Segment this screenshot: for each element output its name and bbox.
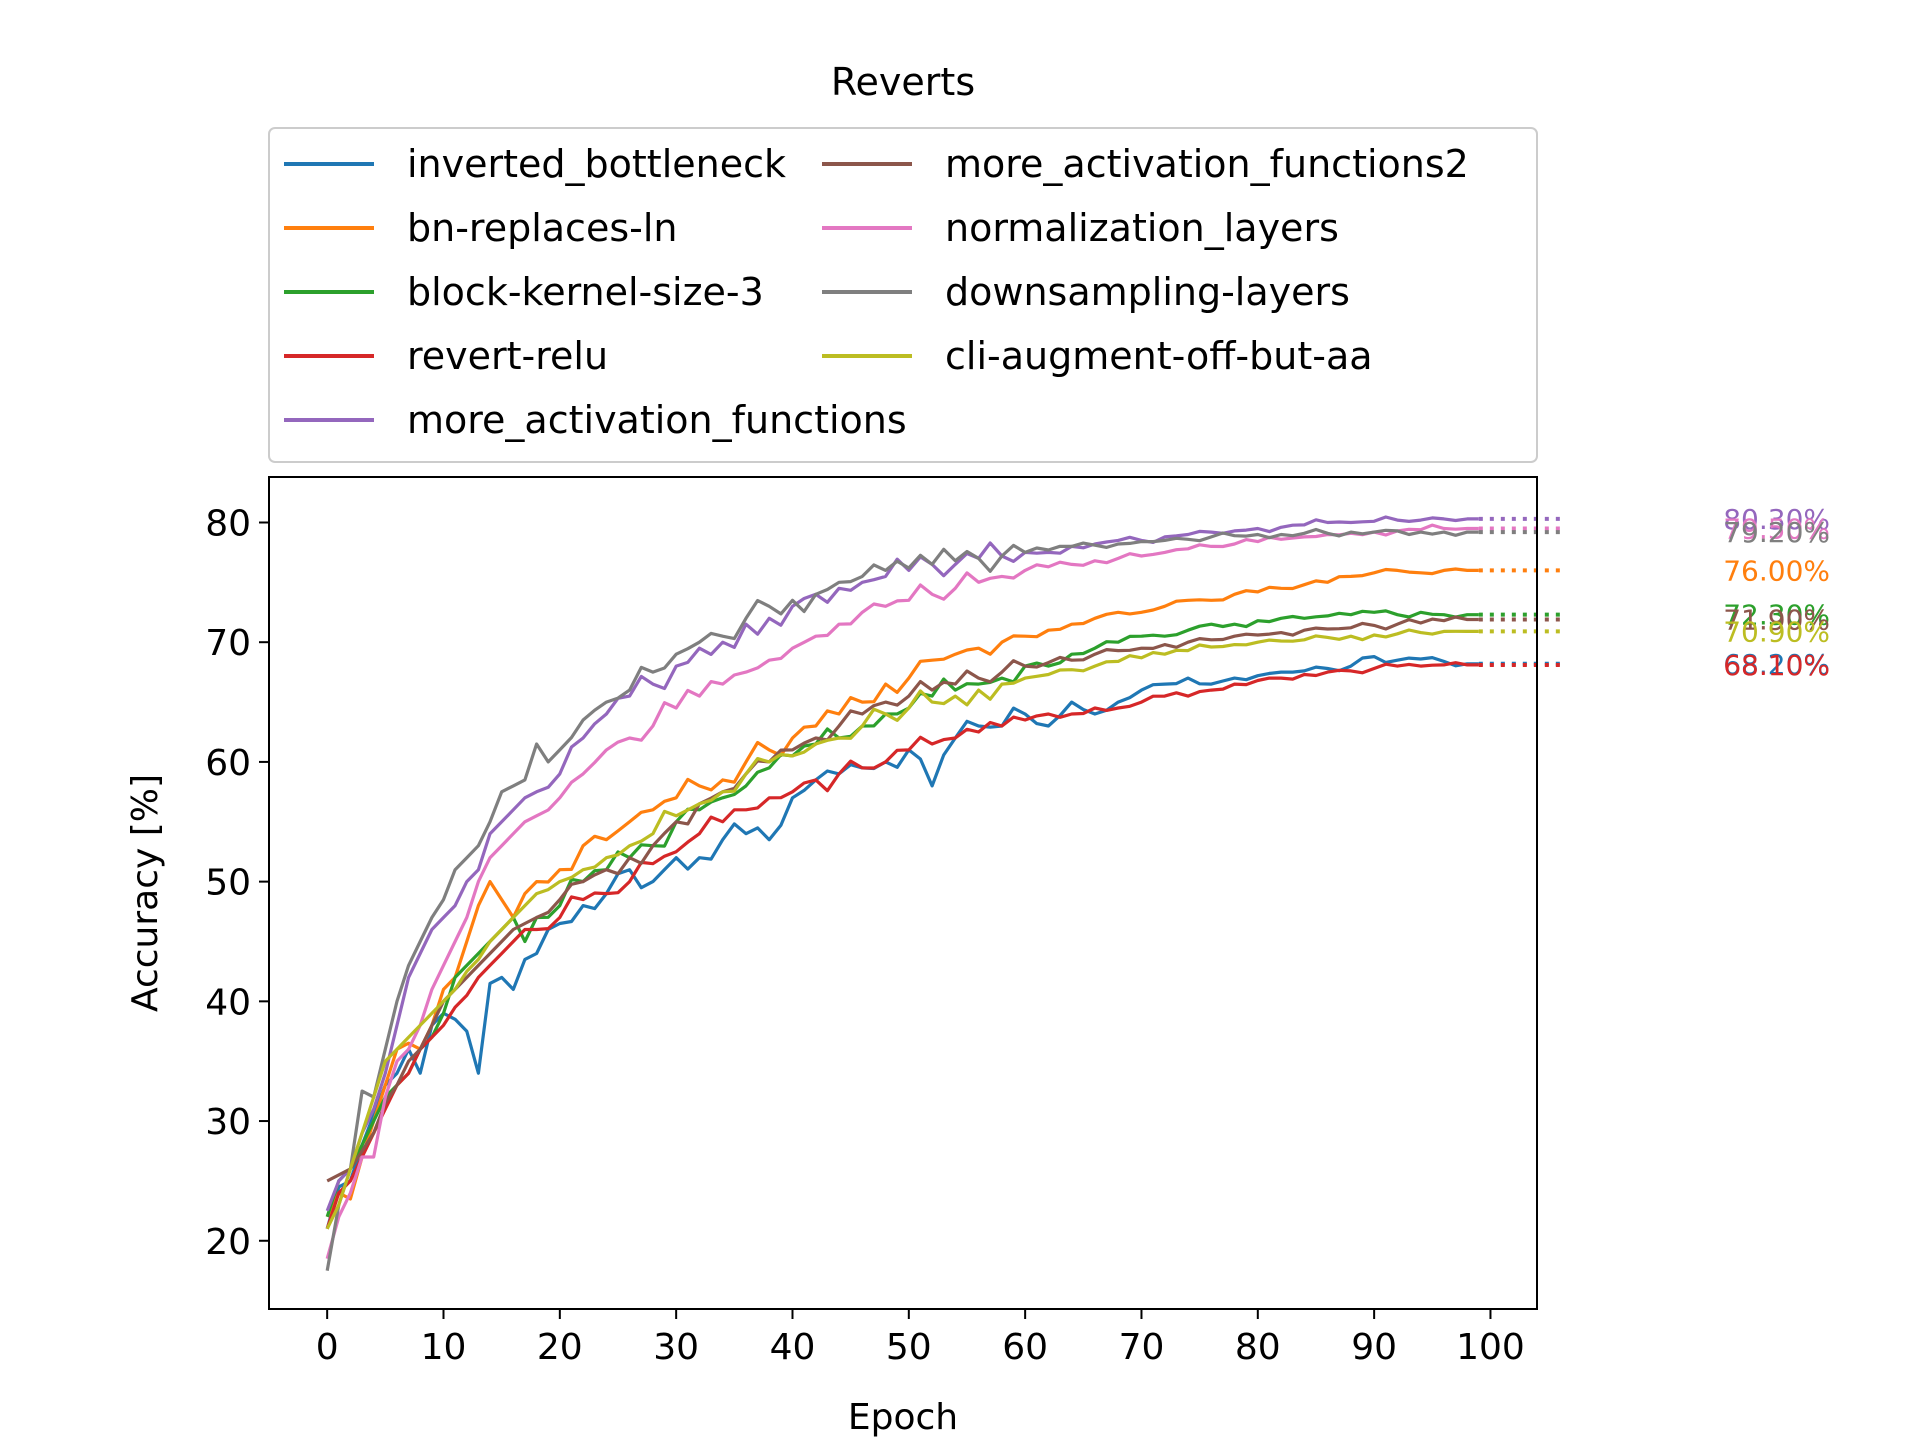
final-value-labels: 68.20% 76.00% 72.30% 68.10% 80.30% 71.90% 79.5… [1723, 503, 1830, 682]
legend-label: downsampling-layers [945, 270, 1350, 314]
legend-box [268, 127, 1538, 463]
legend-label: revert-relu [407, 334, 608, 378]
series-line [325, 628, 1479, 1230]
legend-label: bn-replaces-ln [407, 206, 677, 250]
y-tick-label: 60 [205, 743, 251, 784]
legend-label: block-kernel-size-3 [407, 270, 764, 314]
series-line [325, 654, 1479, 1230]
x-tick-label: 0 [316, 1327, 339, 1368]
plot-area [268, 476, 1561, 1310]
x-axis-label: Epoch [848, 1397, 958, 1438]
y-tick-label: 50 [205, 863, 251, 904]
legend: inverted_bottleneck bn-replaces-ln block-k… [268, 127, 1538, 463]
series-layer [325, 515, 1561, 1271]
series-final-label: 68.20% [1723, 648, 1830, 681]
series-final-label: 70.90% [1723, 615, 1830, 648]
x-tick-label: 90 [1351, 1327, 1397, 1368]
series-final-label: 79.20% [1723, 516, 1830, 549]
y-tick-label: 40 [205, 982, 251, 1023]
series-line [325, 567, 1479, 1218]
series-line [325, 527, 1479, 1271]
x-tick-label: 20 [537, 1327, 583, 1368]
x-tick-label: 40 [770, 1327, 816, 1368]
y-tick-label: 70 [205, 623, 251, 664]
chart-title: Reverts [831, 60, 975, 104]
legend-label: normalization_layers [945, 206, 1339, 250]
series-final-label: 80.30% [1723, 503, 1830, 536]
legend-label: inverted_bottleneck [407, 142, 786, 186]
series-line [325, 609, 1479, 1218]
series-line [325, 661, 1479, 1230]
y-axis-label: Accuracy [%] [125, 774, 166, 1012]
x-tick-label: 70 [1119, 1327, 1165, 1368]
y-tick-label: 30 [205, 1102, 251, 1143]
series-final-label: 72.30% [1723, 599, 1830, 632]
series-final-label: 76.00% [1723, 554, 1830, 587]
y-tick-label: 80 [205, 503, 251, 544]
series-line [326, 615, 1479, 1183]
legend-label: more_activation_functions [407, 398, 907, 442]
x-tick-label: 50 [886, 1327, 932, 1368]
series-final-label: 71.90% [1723, 603, 1830, 636]
series-final-label: 79.50% [1723, 512, 1830, 545]
x-tick-label: 10 [421, 1327, 467, 1368]
series-final-label: 68.10% [1723, 649, 1830, 682]
plot-frame [268, 476, 1538, 1310]
x-tick-label: 30 [653, 1327, 699, 1368]
x-tick-label: 60 [1002, 1327, 1048, 1368]
x-tick-label: 100 [1456, 1327, 1525, 1368]
y-tick-label: 20 [205, 1222, 251, 1263]
legend-label: cli-augment-off-but-aa [945, 334, 1373, 378]
legend-label: more_activation_functions2 [945, 142, 1469, 186]
x-tick-label: 80 [1235, 1327, 1281, 1368]
series-line [325, 523, 1479, 1260]
y-axis: 20 30 40 50 60 70 80 [205, 503, 269, 1263]
x-axis: 0 10 20 30 40 50 60 70 80 90 100 [316, 1309, 1525, 1368]
